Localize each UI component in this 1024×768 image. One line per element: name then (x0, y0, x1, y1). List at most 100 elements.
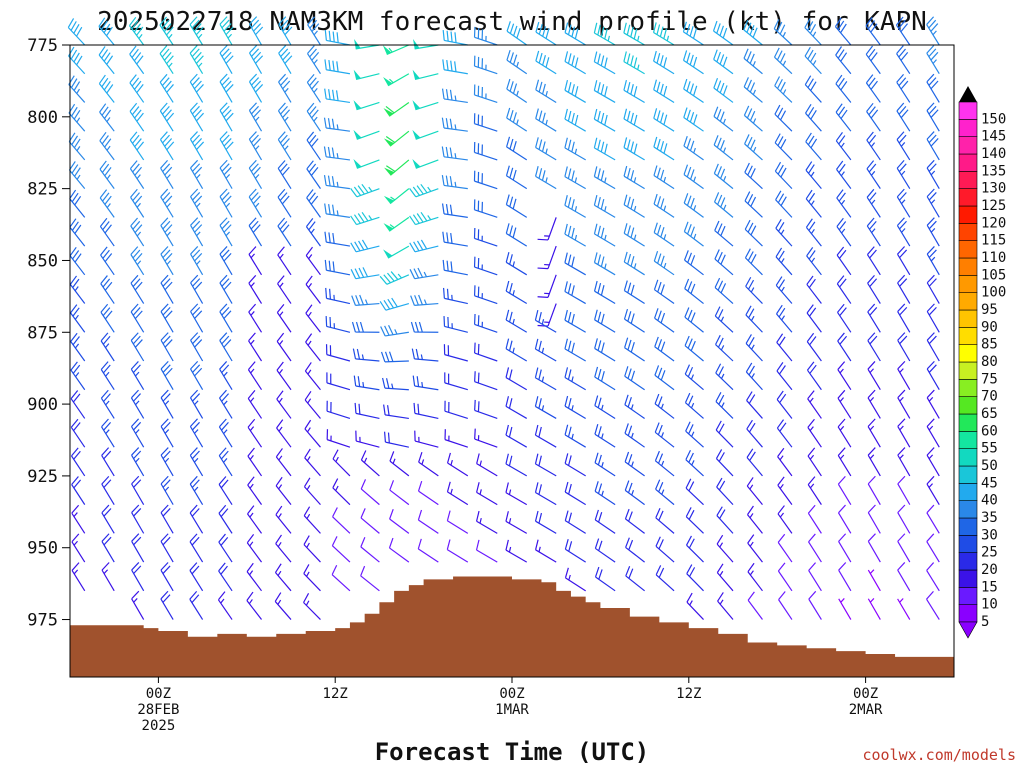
barb-full (379, 275, 388, 285)
colorbar-label: 100 (981, 285, 1006, 301)
barb-half (900, 170, 906, 176)
barb-full (311, 109, 319, 119)
barb-full (717, 194, 723, 205)
wind-barb (867, 361, 881, 391)
barb-full (353, 186, 362, 196)
barb-full (329, 288, 332, 300)
barb-half (689, 600, 693, 606)
barb-shaft (808, 541, 822, 563)
barb-full (219, 217, 228, 226)
barb-full (593, 22, 598, 34)
wind-barb (654, 450, 675, 477)
barb-full (71, 504, 80, 514)
colorbar-swatch (958, 309, 978, 328)
wind-barb (744, 219, 763, 247)
barb-full (597, 225, 601, 237)
barb-half (840, 199, 846, 205)
wind-barb (744, 134, 763, 161)
wind-barb (350, 239, 380, 253)
barb-half (133, 598, 138, 603)
wind-barb (683, 193, 704, 218)
wind-barb (897, 274, 911, 304)
barb-full (130, 361, 139, 370)
wind-barb (926, 533, 940, 563)
wind-barb (773, 47, 793, 75)
barb-shaft (926, 512, 940, 534)
barb-half (722, 118, 726, 125)
wind-barb (775, 190, 793, 218)
barb-shaft (505, 319, 528, 333)
barb-full (159, 16, 168, 26)
barb-half (930, 228, 936, 233)
barb-full (278, 45, 287, 54)
barb-full (383, 274, 391, 284)
barb-full (746, 391, 753, 401)
barb-full (246, 562, 254, 572)
barb-full (564, 223, 568, 235)
barb-half (601, 490, 604, 496)
barb-full (192, 364, 201, 373)
barb-full (567, 139, 572, 151)
site-credit[interactable]: coolwx.com/models (862, 746, 1016, 764)
barb-full (571, 84, 575, 95)
wind-barb (836, 160, 852, 189)
barb-full (251, 19, 260, 29)
wind-barb (654, 422, 675, 448)
wind-barb (896, 160, 911, 189)
barb-full (604, 143, 608, 155)
barb-full (926, 332, 935, 341)
barb-full (567, 283, 572, 294)
barb-shaft (655, 460, 675, 477)
barb-full (838, 135, 846, 145)
barb-full (104, 310, 113, 320)
wind-barb (131, 533, 145, 563)
barb-full (568, 483, 572, 495)
barb-half (631, 490, 635, 496)
barb-full (99, 131, 107, 142)
barb-full (808, 192, 816, 203)
barb-full (716, 534, 724, 545)
barb-full (597, 139, 601, 151)
barb-full (250, 134, 259, 144)
colorbar-label: 105 (981, 267, 1006, 283)
barb-half (136, 231, 142, 237)
barb-full (538, 512, 543, 524)
barb-full (356, 348, 361, 360)
wind-barb (684, 307, 704, 333)
barb-full (133, 508, 142, 517)
wind-barb (98, 17, 115, 46)
barb-full (279, 220, 288, 230)
wind-barb (276, 390, 292, 419)
barb-full (776, 304, 783, 315)
barb-full (475, 539, 480, 551)
barb-full (280, 48, 289, 57)
barb-pennant (412, 158, 421, 169)
barb-half (719, 599, 724, 605)
barb-half (781, 315, 786, 321)
wind-barb (351, 294, 380, 306)
wind-barb (655, 479, 675, 506)
wind-barb (683, 221, 704, 247)
barb-full (417, 480, 423, 492)
barb-shaft (387, 245, 410, 259)
wind-barb (219, 159, 233, 189)
wind-barb (159, 45, 174, 75)
barb-full (686, 195, 692, 206)
barb-full (304, 390, 312, 401)
barb-half (394, 329, 398, 335)
wind-barb (653, 222, 675, 247)
barb-full (189, 131, 198, 140)
barb-full (630, 313, 635, 324)
barb-half (279, 282, 284, 288)
barb-full (221, 220, 230, 230)
wind-barb (219, 246, 233, 276)
barb-full (564, 108, 568, 120)
barb-full (808, 533, 816, 543)
barb-full (190, 217, 199, 226)
barb-half (780, 229, 785, 235)
barb-full (775, 219, 782, 229)
barb-half (249, 541, 254, 547)
barb-full (71, 221, 79, 231)
wind-barb (807, 390, 822, 419)
barb-half (841, 228, 846, 234)
